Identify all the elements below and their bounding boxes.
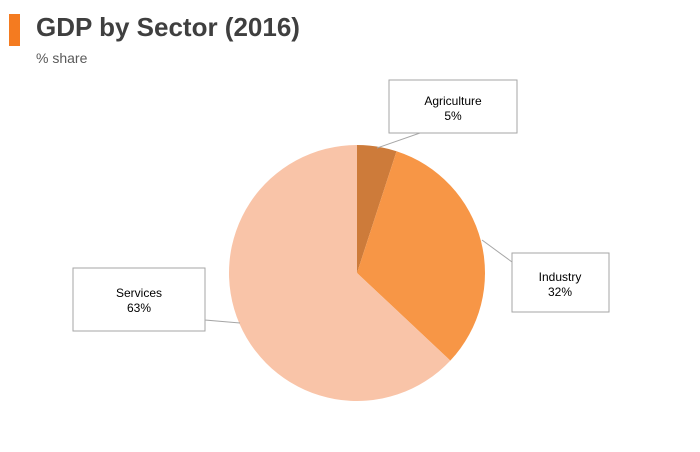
callout-agriculture: Agriculture 5% bbox=[388, 79, 518, 134]
pie-slice-services bbox=[229, 145, 451, 401]
title-accent-bar bbox=[9, 14, 20, 46]
pie-slices bbox=[229, 145, 486, 401]
slice-name-services: Services bbox=[116, 286, 162, 300]
slice-value-agriculture: 5% bbox=[444, 109, 462, 123]
callout-leader-services bbox=[204, 313, 241, 324]
pie-slice-agriculture bbox=[357, 145, 397, 273]
callout-services: Services 63% bbox=[72, 267, 206, 332]
callout-leader-agriculture bbox=[376, 132, 433, 149]
slice-value-services: 63% bbox=[127, 301, 151, 315]
chart-title: GDP by Sector (2016) bbox=[36, 12, 300, 42]
slice-name-industry: Industry bbox=[539, 270, 582, 284]
callout-box-agriculture bbox=[388, 79, 518, 134]
slice-name-agriculture: Agriculture bbox=[424, 94, 482, 108]
slice-value-industry: 32% bbox=[548, 285, 572, 299]
pie-slice-industry bbox=[357, 151, 486, 361]
callout-leader-industry bbox=[481, 239, 513, 276]
callout-box-industry bbox=[511, 252, 610, 313]
callout-box-services bbox=[72, 267, 206, 332]
chart-subtitle: % share bbox=[36, 50, 88, 66]
callout-industry: Industry 32% bbox=[511, 252, 610, 313]
